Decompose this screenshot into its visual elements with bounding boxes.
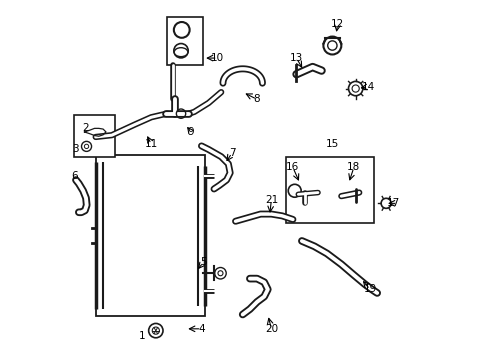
Text: 17: 17 bbox=[386, 198, 399, 208]
Text: 13: 13 bbox=[289, 53, 303, 63]
Text: 12: 12 bbox=[330, 19, 344, 29]
Text: 2: 2 bbox=[82, 123, 89, 133]
Text: 10: 10 bbox=[211, 53, 224, 63]
Text: 9: 9 bbox=[187, 127, 194, 136]
Text: 7: 7 bbox=[228, 148, 235, 158]
Text: 4: 4 bbox=[198, 324, 204, 334]
Bar bbox=[285, 157, 373, 223]
Text: 19: 19 bbox=[363, 284, 376, 294]
Bar bbox=[74, 116, 115, 157]
Text: 15: 15 bbox=[325, 139, 338, 149]
Text: 21: 21 bbox=[264, 195, 278, 205]
Text: 3: 3 bbox=[72, 144, 79, 154]
Text: 1: 1 bbox=[139, 331, 145, 341]
Text: 16: 16 bbox=[285, 162, 299, 172]
Text: 11: 11 bbox=[144, 139, 158, 149]
Bar bbox=[96, 155, 204, 316]
Text: 8: 8 bbox=[253, 94, 260, 104]
Text: 5: 5 bbox=[200, 257, 206, 267]
Text: 18: 18 bbox=[346, 162, 360, 172]
Ellipse shape bbox=[174, 48, 187, 57]
Text: 20: 20 bbox=[264, 324, 277, 334]
Text: 6: 6 bbox=[71, 171, 77, 181]
Bar bbox=[167, 17, 203, 65]
Text: 14: 14 bbox=[361, 82, 374, 92]
